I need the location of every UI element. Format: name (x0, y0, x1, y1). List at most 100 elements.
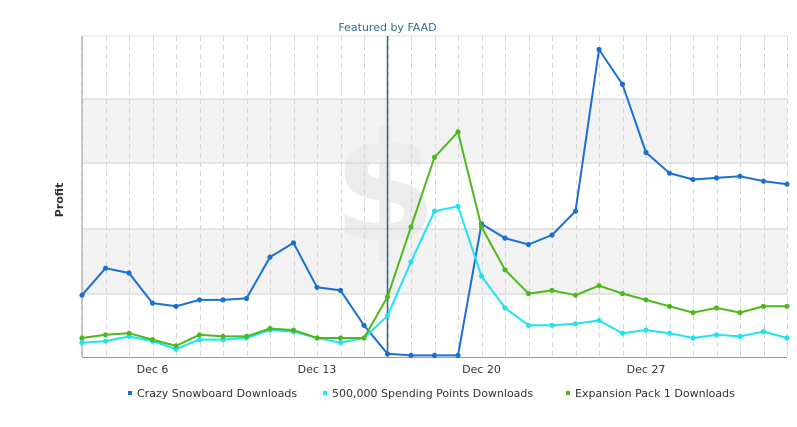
data-point[interactable] (220, 333, 226, 339)
data-point[interactable] (549, 322, 555, 328)
data-point[interactable] (525, 291, 532, 297)
data-point[interactable] (596, 283, 602, 289)
legend-item-2[interactable]: 500,000 Spending Points Downloads (323, 387, 533, 400)
data-point[interactable] (408, 352, 414, 358)
data-point[interactable] (760, 178, 767, 184)
data-point[interactable] (337, 287, 344, 293)
data-point[interactable] (455, 352, 461, 358)
data-point[interactable] (220, 297, 226, 303)
data-point[interactable] (619, 330, 626, 336)
data-point[interactable] (455, 129, 461, 135)
legend-swatch (323, 391, 327, 395)
data-point[interactable] (713, 305, 720, 311)
data-point[interactable] (502, 267, 508, 273)
data-point[interactable] (267, 254, 273, 260)
data-point[interactable] (690, 335, 696, 341)
data-point[interactable] (549, 287, 555, 293)
data-point[interactable] (596, 317, 602, 324)
data-point[interactable] (784, 303, 790, 309)
legend-item-1[interactable]: Crazy Snowboard Downloads (128, 387, 297, 400)
data-point[interactable] (431, 352, 438, 358)
data-point[interactable] (267, 325, 273, 332)
annotation-label: Featured by FAAD (338, 21, 436, 34)
data-point[interactable] (502, 305, 508, 311)
data-point[interactable] (643, 149, 649, 156)
data-point[interactable] (361, 335, 367, 341)
data-point[interactable] (79, 340, 85, 346)
data-point[interactable] (643, 297, 649, 303)
data-point[interactable] (666, 303, 673, 309)
data-point[interactable] (690, 310, 696, 316)
grid-band (82, 99, 787, 163)
data-point[interactable] (337, 335, 344, 341)
data-point[interactable] (431, 154, 438, 160)
data-point[interactable] (455, 203, 461, 209)
legend: Crazy Snowboard Downloads 500,000 Spendin… (128, 387, 735, 400)
data-point[interactable] (572, 321, 579, 327)
legend-swatch (566, 391, 570, 395)
data-point[interactable] (102, 338, 109, 344)
grid-band (82, 229, 787, 294)
data-point[interactable] (243, 295, 250, 301)
data-point[interactable] (290, 240, 297, 246)
grid-bands (82, 99, 787, 294)
data-point[interactable] (525, 322, 532, 328)
data-point[interactable] (760, 329, 767, 335)
data-point[interactable] (572, 208, 579, 214)
data-point[interactable] (525, 241, 532, 248)
legend-label: Crazy Snowboard Downloads (137, 387, 297, 400)
data-point[interactable] (173, 343, 179, 349)
data-point[interactable] (79, 292, 85, 298)
data-point[interactable] (643, 327, 649, 333)
data-point[interactable] (619, 291, 626, 297)
data-point[interactable] (502, 235, 508, 241)
data-point[interactable] (361, 322, 367, 328)
data-point[interactable] (690, 176, 696, 183)
data-point[interactable] (102, 265, 109, 271)
data-point[interactable] (666, 330, 673, 336)
data-point[interactable] (196, 337, 203, 343)
legend-label: 500,000 Spending Points Downloads (332, 387, 533, 400)
data-point[interactable] (196, 332, 203, 338)
data-point[interactable] (596, 46, 602, 53)
data-point[interactable] (666, 170, 673, 176)
data-point[interactable] (384, 294, 391, 300)
data-point[interactable] (713, 332, 720, 338)
data-point[interactable] (549, 232, 555, 238)
data-point[interactable] (384, 313, 391, 319)
legend-item-3[interactable]: Expansion Pack 1 Downloads (566, 387, 735, 400)
data-point[interactable] (173, 303, 179, 309)
data-point[interactable] (737, 310, 743, 316)
data-point[interactable] (290, 327, 297, 333)
data-point[interactable] (243, 333, 250, 339)
data-point[interactable] (760, 303, 767, 309)
data-point[interactable] (784, 335, 790, 341)
data-point[interactable] (478, 273, 485, 279)
data-point[interactable] (384, 351, 391, 357)
series-1 (79, 46, 790, 358)
data-point[interactable] (79, 335, 85, 341)
data-point[interactable] (408, 224, 414, 230)
dollar-watermark-icon: $ (333, 102, 437, 276)
data-point[interactable] (102, 332, 109, 338)
data-point[interactable] (784, 181, 790, 187)
data-point[interactable] (149, 300, 156, 306)
data-point[interactable] (126, 270, 132, 276)
data-point[interactable] (314, 284, 320, 290)
data-point[interactable] (619, 81, 626, 87)
data-point[interactable] (126, 330, 132, 336)
data-point[interactable] (713, 175, 720, 181)
data-point[interactable] (337, 340, 344, 346)
data-point[interactable] (431, 208, 438, 214)
data-point[interactable] (572, 292, 579, 298)
featured-annotation: Featured by FAAD (338, 21, 437, 357)
data-point[interactable] (314, 335, 320, 341)
data-point[interactable] (149, 337, 156, 343)
data-point[interactable] (737, 173, 743, 179)
data-point[interactable] (408, 259, 414, 265)
data-point[interactable] (737, 333, 743, 339)
data-point[interactable] (478, 224, 485, 230)
data-point[interactable] (196, 297, 203, 303)
